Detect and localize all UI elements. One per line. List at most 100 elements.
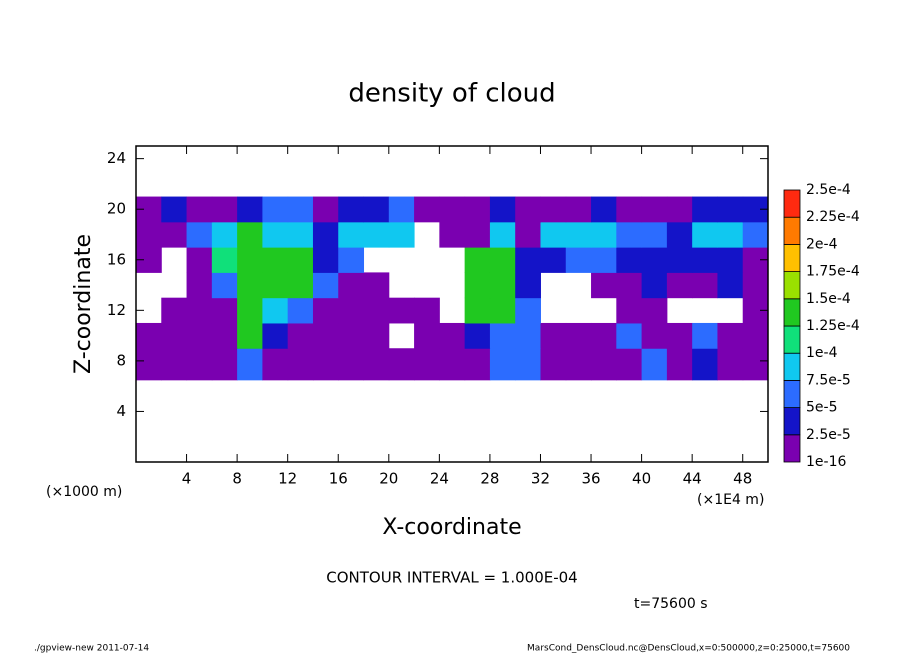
field-cell <box>211 247 238 273</box>
y-axis-label: Z-coordinate <box>71 234 96 374</box>
field-cell <box>262 272 289 299</box>
field-cell <box>414 297 440 324</box>
y-tick-label: 12 <box>107 301 126 319</box>
field-cell <box>641 272 668 299</box>
field-cell <box>262 348 289 381</box>
field-cell <box>211 348 238 381</box>
field-cell <box>312 297 339 324</box>
field-cell <box>363 297 390 324</box>
field-cell <box>565 322 592 349</box>
field-cell <box>565 247 592 273</box>
field-cell <box>464 297 491 324</box>
field-cell <box>616 322 643 349</box>
field-cell <box>414 322 440 349</box>
field-cell <box>717 322 744 349</box>
colorbar-box <box>783 407 801 436</box>
field-cell <box>616 196 643 223</box>
field-cell <box>742 221 769 248</box>
field-cell <box>489 221 516 248</box>
colorbar-label: 2.25e-4 <box>806 209 860 225</box>
field-cell <box>439 348 466 381</box>
field-cell <box>287 348 314 381</box>
x-tick-label: 24 <box>430 470 449 488</box>
field-cell <box>211 322 238 349</box>
field-cell <box>186 322 213 349</box>
field-cell <box>717 272 744 299</box>
field-cell <box>616 247 643 273</box>
colorbar-box <box>783 352 801 381</box>
field-cell <box>388 196 415 223</box>
colorbar-label: 2e-4 <box>806 236 838 252</box>
field-cell <box>186 196 213 223</box>
field-cell <box>388 348 415 381</box>
field-cell <box>717 221 744 248</box>
field-cell <box>742 348 769 381</box>
footer-left: ./gpview-new 2011-07-14 <box>34 644 149 654</box>
y-tick-label: 16 <box>107 250 126 268</box>
colorbar-label: 2.5e-5 <box>806 427 851 443</box>
field-cell <box>616 221 643 248</box>
field-cell <box>211 196 238 223</box>
field-cell <box>161 322 188 349</box>
y-tick-label: 20 <box>107 200 126 218</box>
x-unit: (×1E4 m) <box>697 492 764 508</box>
field-cell <box>515 297 541 324</box>
field-cell <box>287 221 314 248</box>
field-cell <box>363 322 390 349</box>
field-cell <box>237 247 263 273</box>
field-cell <box>591 348 617 381</box>
x-tick-label: 44 <box>683 470 702 488</box>
field-cell <box>186 221 213 248</box>
field-cell <box>515 272 541 299</box>
field-cell <box>161 348 188 381</box>
field-cell <box>591 196 617 223</box>
field-cell <box>287 297 314 324</box>
field-cell <box>414 348 440 381</box>
colorbar-label: 1e-16 <box>806 454 846 470</box>
field-cell <box>287 322 314 349</box>
colorbar-box <box>783 298 801 327</box>
y-tick-label: 4 <box>116 402 126 420</box>
x-tick-label: 4 <box>182 470 192 488</box>
field-cell <box>363 196 390 223</box>
field-cell <box>237 322 263 349</box>
field-cell <box>489 322 516 349</box>
field-cell <box>287 196 314 223</box>
field-cell <box>540 196 567 223</box>
field-cell <box>489 297 516 324</box>
field-cell <box>136 348 162 381</box>
colorbar-label: 1.5e-4 <box>806 291 851 307</box>
field-cell <box>262 196 289 223</box>
field-cell <box>591 221 617 248</box>
footer-right: MarsCond_DensCloud.nc@DensCloud,x=0:5000… <box>527 644 850 654</box>
field-cell <box>666 196 693 223</box>
plot-frame <box>135 145 769 463</box>
field-cell <box>540 221 567 248</box>
field-cell <box>641 348 668 381</box>
field-cell <box>186 348 213 381</box>
field-cell <box>136 221 162 248</box>
colorbar-label: 1.25e-4 <box>806 318 860 334</box>
field-cell <box>262 322 289 349</box>
y-tick-label: 24 <box>107 149 126 167</box>
field-cell <box>287 272 314 299</box>
field-cell <box>742 322 769 349</box>
field-cell <box>464 272 491 299</box>
field-cell <box>515 196 541 223</box>
field-cell <box>515 221 541 248</box>
field-cell <box>237 348 263 381</box>
x-axis-label: X-coordinate <box>382 515 521 540</box>
field-cell <box>641 322 668 349</box>
x-tick-label: 32 <box>531 470 550 488</box>
field-cell <box>312 196 339 223</box>
field-cell <box>312 247 339 273</box>
field-cell <box>489 247 516 273</box>
field-cell <box>565 196 592 223</box>
field-cell <box>262 247 289 273</box>
field-cell <box>565 221 592 248</box>
field-cell <box>237 272 263 299</box>
field-cell <box>161 196 188 223</box>
colorbar-label: 5e-5 <box>806 400 837 416</box>
field-cell <box>540 322 567 349</box>
